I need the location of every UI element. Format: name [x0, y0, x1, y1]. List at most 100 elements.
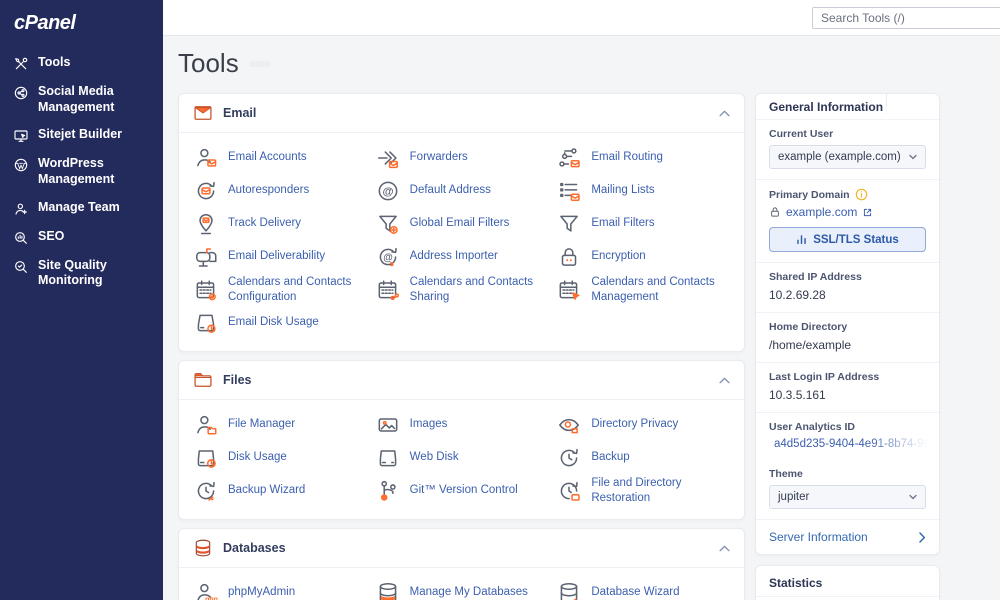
bar-chart-icon [797, 235, 806, 245]
tool-link-email-deliverability[interactable]: Email Deliverability [193, 240, 367, 273]
current-user-group: Current User example (example.com) [756, 120, 939, 180]
section-title-databases: Databases [223, 541, 286, 555]
tool-link-disk-usage[interactable]: Disk Usage [193, 441, 367, 474]
tool-label: Web Disk [409, 451, 459, 464]
section-grid-files: File Manager Images Directory Privacy Disk … [179, 400, 744, 519]
server-information-link[interactable]: Server Information [756, 520, 939, 554]
info-field-user-analytics-id: User Analytics ID a4d5d235-9404-4e91-8b74… [756, 413, 939, 460]
svg-text:@: @ [382, 186, 393, 198]
tool-link-web-disk[interactable]: Web Disk [375, 441, 549, 474]
info-field-label: Shared IP Address [769, 271, 862, 283]
section-grid-databases: php phpMyAdmin Manage My Databases Database… [179, 568, 744, 600]
tool-label: Autoresponders [228, 184, 310, 197]
tool-link-default-address[interactable]: @ Default Address [375, 174, 549, 207]
tool-label: phpMyAdmin [228, 586, 296, 599]
tool-label: Directory Privacy [591, 418, 679, 431]
info-field-label: Last Login IP Address [769, 371, 880, 383]
sidebar-item-wordpress-management[interactable]: WordPress Management [0, 150, 163, 193]
tool-link-calendars-and-contacts-configuration[interactable]: Calendars and Contacts Configuration [193, 273, 367, 306]
statistics-rows: Alias Domains0 / 0Addon Domains0 / 0Disk… [756, 596, 939, 600]
right-column: General Information Current User example… [755, 93, 940, 600]
tool-label: Encryption [591, 250, 646, 263]
ssl-button-label: SSL/TLS Status [813, 233, 899, 246]
general-information-tab[interactable]: General Information [756, 94, 939, 120]
tool-link-global-email-filters[interactable]: Global Email Filters [375, 207, 549, 240]
theme-value: jupiter [778, 491, 810, 503]
server-information-label: Server Information [769, 530, 868, 544]
tool-label: Email Accounts [228, 151, 307, 164]
lock-icon [771, 207, 779, 217]
sidebar-item-social-media-management[interactable]: Social Media Management [0, 78, 163, 121]
topbar [163, 0, 1000, 36]
sidebar-item-sitejet-builder[interactable]: Sitejet Builder [0, 121, 163, 150]
general-information-title: General Information [769, 99, 884, 114]
tool-link-backup[interactable]: Backup [556, 441, 730, 474]
sidebar-item-seo[interactable]: SEO [0, 223, 163, 252]
info-field-label: User Analytics ID [769, 421, 855, 433]
svg-text:@: @ [383, 252, 393, 263]
statistics-panel: Statistics Alias Domains0 / 0Addon Domai… [755, 565, 940, 600]
tool-link-manage-my-databases[interactable]: Manage My Databases [375, 576, 549, 600]
tool-link-email-accounts[interactable]: Email Accounts [193, 141, 367, 174]
tool-link-track-delivery[interactable]: Track Delivery [193, 207, 367, 240]
tool-link-autoresponders[interactable]: Autoresponders [193, 174, 367, 207]
tool-label: Database Wizard [591, 586, 680, 599]
stat-row-alias-domains: Alias Domains0 / 0 [756, 596, 939, 600]
tool-link-forwarders[interactable]: Forwarders [375, 141, 549, 174]
cpanel-logo[interactable]: cPanel [14, 12, 76, 34]
chevron-up-icon[interactable] [719, 545, 730, 552]
tool-link-email-filters[interactable]: Email Filters [556, 207, 730, 240]
tool-label: Git™ Version Control [409, 484, 518, 497]
tool-link-file-manager[interactable]: File Manager [193, 408, 367, 441]
tool-link-email-disk-usage[interactable]: Email Disk Usage [193, 306, 367, 339]
tool-label: Email Deliverability [228, 250, 326, 263]
general-information-panel: General Information Current User example… [755, 93, 940, 555]
info-field-value: /home/example [769, 338, 852, 352]
info-field-shared-ip: Shared IP Address 10.2.69.28 [756, 263, 939, 313]
tool-link-images[interactable]: Images [375, 408, 549, 441]
tool-link-directory-privacy[interactable]: Directory Privacy [556, 408, 730, 441]
primary-domain-link[interactable]: example.com [786, 205, 858, 219]
chevron-right-icon [919, 531, 926, 543]
tool-link-database-wizard[interactable]: Database Wizard [556, 576, 730, 600]
theme-label: Theme [769, 468, 803, 480]
section-grid-email: Email Accounts Forwarders Email Routing Aut… [179, 133, 744, 351]
tool-link-backup-wizard[interactable]: Backup Wizard [193, 474, 367, 507]
tool-label: Track Delivery [228, 217, 302, 230]
theme-select[interactable]: jupiter [769, 485, 926, 509]
chevron-up-icon[interactable] [719, 377, 730, 384]
ssl-tls-status-button[interactable]: SSL/TLS Status [769, 227, 926, 252]
primary-domain-group: Primary Domain example.com SSL/TLS Statu… [756, 180, 939, 263]
tool-link-address-importer[interactable]: @ Address Importer [375, 240, 549, 273]
sidebar-item-site-quality-monitoring[interactable]: Site Quality Monitoring [0, 252, 163, 295]
tool-label: Calendars and Contacts Sharing [409, 276, 534, 303]
sidebar-item-label: Manage Team [38, 199, 120, 214]
search-input[interactable] [812, 7, 1000, 29]
tool-label: Address Importer [409, 250, 498, 263]
tool-link-email-routing[interactable]: Email Routing [556, 141, 730, 174]
tool-label: Calendars and Contacts Configuration [228, 276, 352, 303]
info-field-home-directory: Home Directory/home/example [756, 313, 939, 363]
tool-link-git-version-control[interactable]: Git™ Version Control [375, 474, 549, 507]
tool-link-file-and-directory-restoration[interactable]: File and Directory Restoration [556, 474, 730, 507]
tool-link-phpmyadmin[interactable]: php phpMyAdmin [193, 576, 367, 600]
sidebar: cPanel Tools Social Media Management Sitej… [0, 0, 163, 600]
info-icon[interactable] [855, 188, 868, 201]
tool-link-calendars-and-contacts-sharing[interactable]: Calendars and Contacts Sharing [375, 273, 549, 306]
info-field-last-login-ip: Last Login IP Address 10.3.5.161 [756, 363, 939, 413]
sidebar-item-label: Social Media Management [38, 84, 115, 114]
current-user-select[interactable]: example (example.com) [769, 145, 926, 169]
external-link-icon[interactable] [862, 207, 873, 218]
sidebar-item-tools[interactable]: Tools [0, 49, 163, 78]
tool-link-mailing-lists[interactable]: Mailing Lists [556, 174, 730, 207]
tool-label: Manage My Databases [409, 586, 528, 599]
theme-group: Theme jupiter [756, 460, 939, 520]
tool-link-encryption[interactable]: Encryption [556, 240, 730, 273]
chevron-up-icon[interactable] [719, 110, 730, 117]
sidebar-item-label: Site Quality Monitoring [38, 257, 107, 288]
sidebar-item-manage-team[interactable]: Manage Team [0, 194, 163, 223]
caret-down-icon [909, 494, 917, 500]
info-field-value[interactable]: a4d5d235-9404-4e91-8b74-96 [774, 438, 926, 450]
tool-label: Images [409, 418, 448, 431]
tool-link-calendars-and-contacts-management[interactable]: Calendars and Contacts Management [556, 273, 730, 306]
